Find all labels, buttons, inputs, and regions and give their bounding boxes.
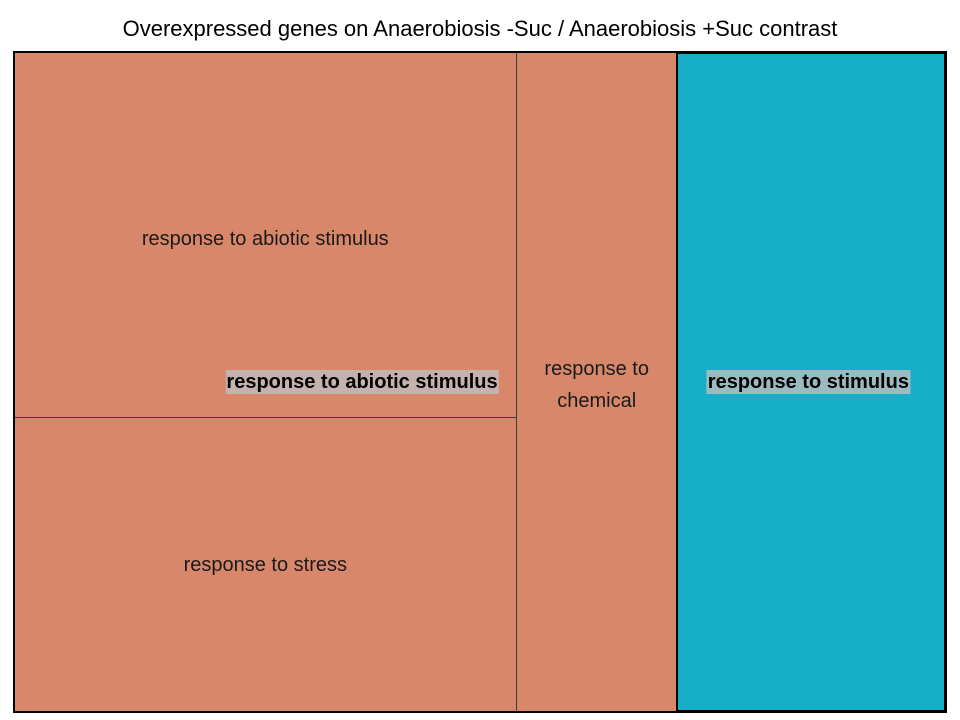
cell-response-to-chemical: [516, 52, 677, 712]
label-response-to-abiotic-stimulus: response to abiotic stimulus: [141, 228, 389, 251]
cell-response-to-abiotic-stimulus: [14, 52, 517, 418]
group-label-response-to-stimulus: response to stimulus: [706, 370, 910, 394]
divider-abiotic-stress: [14, 417, 517, 419]
label-response-to-stress: response to stress: [183, 553, 348, 576]
group-label-response-to-abiotic-stimulus: response to abiotic stimulus: [225, 370, 499, 394]
divider-abiotic-chemical: [516, 52, 518, 712]
label-response-to-chemical-line1: response to: [544, 357, 649, 380]
cell-response-to-stress: [14, 417, 517, 712]
label-response-to-chemical: response to chemical: [544, 353, 649, 417]
chart-title: Overexpressed genes on Anaerobiosis -Suc…: [122, 16, 838, 41]
label-response-to-chemical-line2: chemical: [557, 389, 637, 412]
